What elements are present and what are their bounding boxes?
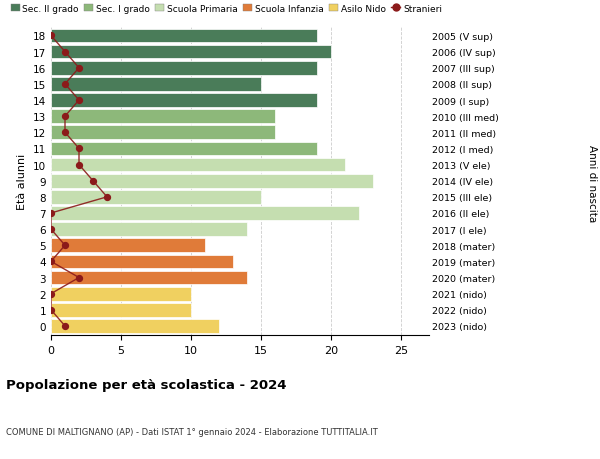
Bar xyxy=(51,158,345,172)
Point xyxy=(74,65,84,72)
Y-axis label: Età alunni: Età alunni xyxy=(17,153,28,209)
Bar xyxy=(51,62,317,75)
Bar xyxy=(51,174,373,188)
Point xyxy=(60,242,70,249)
Text: Anni di nascita: Anni di nascita xyxy=(587,145,597,222)
Point xyxy=(74,274,84,281)
Bar xyxy=(51,303,191,317)
Bar xyxy=(51,142,317,156)
Point xyxy=(88,178,98,185)
Text: COMUNE DI MALTIGNANO (AP) - Dati ISTAT 1° gennaio 2024 - Elaborazione TUTTITALIA: COMUNE DI MALTIGNANO (AP) - Dati ISTAT 1… xyxy=(6,427,378,436)
Bar xyxy=(51,78,261,91)
Bar xyxy=(51,207,359,220)
Bar xyxy=(51,190,261,204)
Point xyxy=(60,323,70,330)
Bar xyxy=(51,126,275,140)
Point xyxy=(46,33,56,40)
Legend: Sec. II grado, Sec. I grado, Scuola Primaria, Scuola Infanzia, Asilo Nido, Stran: Sec. II grado, Sec. I grado, Scuola Prim… xyxy=(11,5,442,13)
Point xyxy=(60,113,70,121)
Bar xyxy=(51,29,317,43)
Point xyxy=(46,307,56,314)
Bar xyxy=(51,319,219,333)
Point xyxy=(46,226,56,233)
Bar xyxy=(51,223,247,236)
Bar xyxy=(51,45,331,59)
Bar xyxy=(51,110,275,124)
Bar xyxy=(51,287,191,301)
Point xyxy=(46,291,56,298)
Point xyxy=(46,258,56,265)
Bar xyxy=(51,271,247,285)
Point xyxy=(102,194,112,201)
Point xyxy=(60,81,70,89)
Bar xyxy=(51,94,317,108)
Bar xyxy=(51,239,205,252)
Point xyxy=(74,146,84,153)
Point xyxy=(46,210,56,217)
Text: Popolazione per età scolastica - 2024: Popolazione per età scolastica - 2024 xyxy=(6,379,287,392)
Point xyxy=(74,162,84,169)
Bar xyxy=(51,255,233,269)
Point xyxy=(60,49,70,56)
Point xyxy=(60,129,70,137)
Point xyxy=(74,97,84,105)
